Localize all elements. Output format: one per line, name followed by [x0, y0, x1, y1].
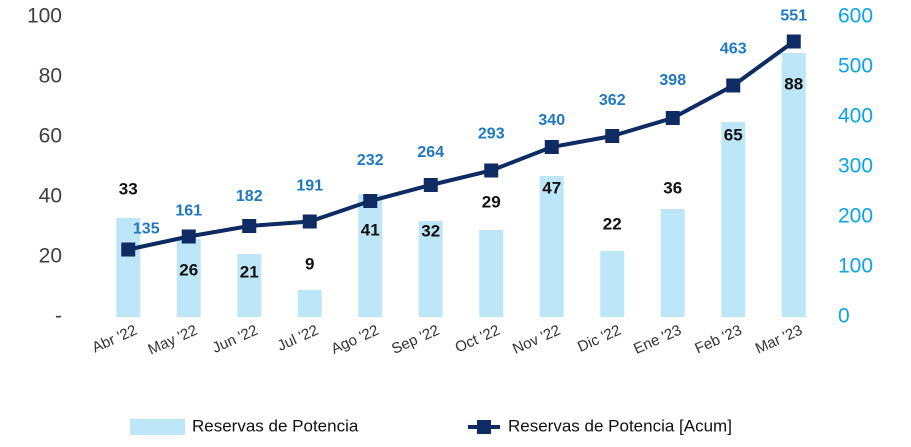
- line-label: 182: [236, 188, 263, 205]
- bar-label: 47: [542, 178, 561, 197]
- y-tick-label: 0: [838, 305, 850, 328]
- line-marker: [121, 242, 136, 257]
- bar-label: 65: [724, 125, 743, 144]
- line: [127, 39, 795, 252]
- x-tick-label: Dic '22: [575, 322, 623, 356]
- y-tick-label: -: [55, 305, 62, 328]
- bar: [116, 218, 141, 317]
- y-tick-label: 400: [838, 105, 873, 128]
- bar-label: 88: [784, 74, 803, 93]
- x-tick-label: Ago '22: [329, 322, 382, 358]
- line-label: 551: [780, 8, 807, 25]
- line-marker: [363, 194, 378, 208]
- bar-label: 9: [305, 254, 314, 273]
- legend-swatch: [130, 419, 185, 435]
- x-tick-label: Jul '22: [275, 322, 321, 355]
- x-tick-label: May '22: [146, 322, 200, 359]
- y-tick-label: 80: [39, 65, 62, 88]
- bar: [237, 254, 262, 317]
- bar-label: 26: [179, 260, 198, 279]
- x-tick-label: Mar '23: [753, 322, 805, 358]
- line-marker: [484, 163, 499, 178]
- bar: [600, 251, 625, 317]
- x-tick-label: Oct '22: [453, 322, 503, 357]
- line-label: 264: [417, 144, 444, 161]
- line-label: 340: [538, 112, 565, 129]
- x-tick-label: Nov '22: [510, 322, 563, 358]
- line-marker: [726, 78, 741, 93]
- y-tick-label: 300: [838, 155, 873, 178]
- line-marker: [181, 229, 196, 244]
- legend-label: Reservas de Potencia: [192, 416, 359, 435]
- line-label: 191: [296, 178, 323, 195]
- bar: [660, 209, 685, 317]
- bar-label: 29: [482, 192, 501, 211]
- line-label: 362: [599, 92, 626, 109]
- line-label: 232: [357, 152, 384, 169]
- line-label: 161: [175, 203, 202, 220]
- x-tick-label: Sep '22: [389, 322, 442, 358]
- line-marker: [302, 214, 317, 229]
- line-marker: [786, 34, 801, 49]
- bar: [418, 221, 443, 317]
- legend-swatch: [477, 420, 491, 434]
- x-tick-label: Jun '22: [210, 322, 261, 357]
- line-label: 135: [133, 221, 160, 238]
- bar-label: 33: [119, 179, 138, 198]
- line-marker: [242, 219, 257, 233]
- y-tick-label: 600: [838, 5, 873, 28]
- y-tick-label: 200: [838, 205, 873, 228]
- y-tick-label: 20: [39, 245, 62, 268]
- bar: [358, 194, 383, 317]
- legend-label: Reservas de Potencia [Acum]: [508, 416, 732, 435]
- x-tick-label: Feb '23: [692, 322, 744, 358]
- y-tick-label: 100: [27, 5, 62, 28]
- y-tick-label: 60: [39, 125, 62, 148]
- bar: [297, 290, 322, 317]
- bar-label: 21: [240, 262, 259, 281]
- bar-label: 22: [603, 214, 622, 233]
- bar-label: 36: [663, 178, 682, 197]
- bar: [176, 239, 201, 317]
- line-marker: [423, 178, 438, 192]
- bar: [781, 53, 806, 317]
- line-marker: [665, 111, 680, 125]
- bar: [539, 176, 564, 317]
- bar-label: 32: [421, 221, 440, 240]
- bar-label: 41: [361, 220, 380, 239]
- y-tick-label: 100: [838, 255, 873, 278]
- x-tick-label: Ene '23: [631, 322, 684, 358]
- y-tick-label: 500: [838, 55, 873, 78]
- line-label: 398: [659, 72, 686, 89]
- line-marker: [544, 140, 559, 154]
- y-tick-label: 40: [39, 185, 62, 208]
- bar: [479, 230, 504, 317]
- x-tick-label: Abr '22: [90, 322, 140, 357]
- line-label: 293: [478, 126, 505, 143]
- line-label: 463: [720, 41, 747, 58]
- line-marker: [605, 129, 620, 143]
- bar: [721, 122, 746, 317]
